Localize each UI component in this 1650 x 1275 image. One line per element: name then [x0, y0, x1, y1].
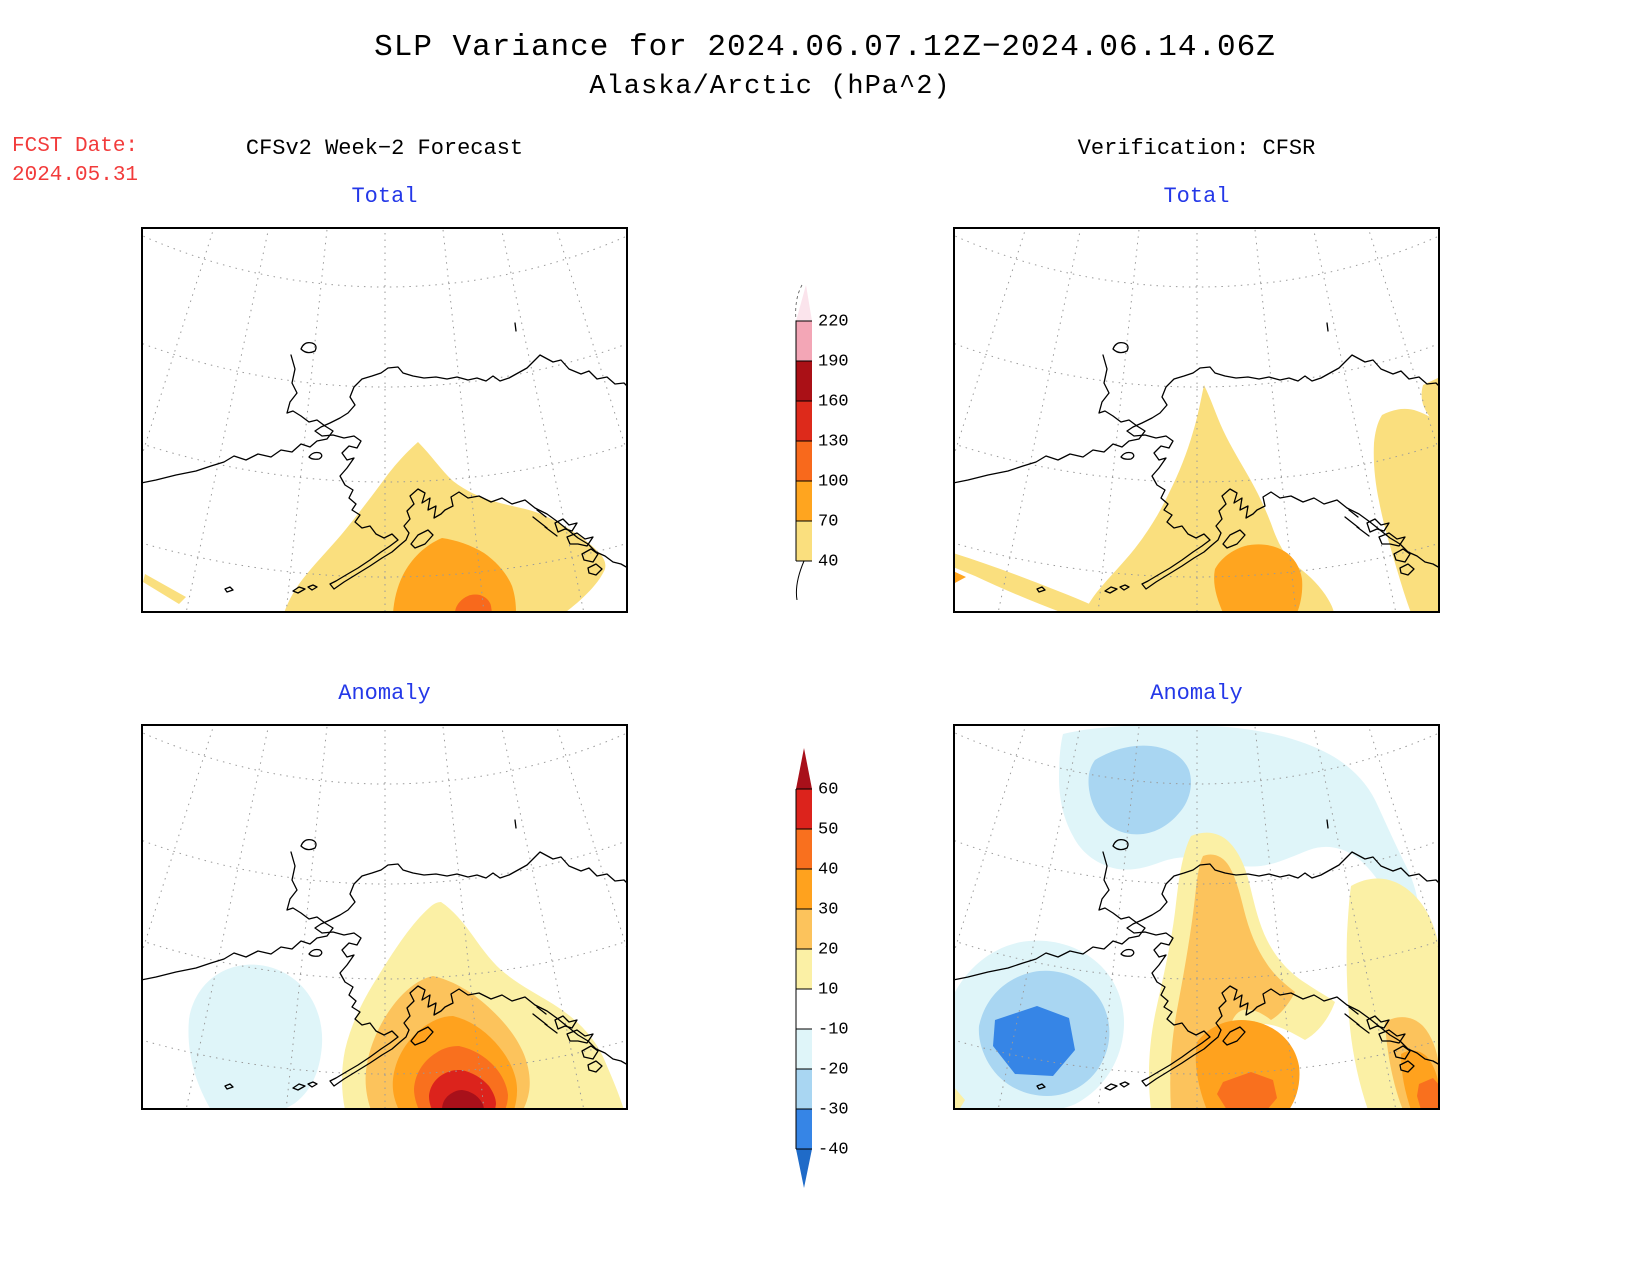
figure-title: SLP Variance for 2024.06.07.12Z−2024.06.… [374, 30, 1276, 65]
colorbar-segment-30-40 [796, 869, 812, 909]
panel-title-forecast-anomaly: Anomaly [338, 681, 431, 706]
contour-total-40-northeast-wedge [1421, 377, 1440, 430]
forecast-date-block: FCST Date: 2024.05.31 [12, 132, 138, 190]
colorbar-segment-neg20-neg10 [796, 1029, 812, 1069]
contours-forecast-total [143, 442, 606, 613]
colorbar-segment-40-50 [796, 829, 812, 869]
colorbar-segment-50-60 [796, 789, 812, 829]
map-forecast-anomaly [141, 724, 628, 1110]
colorbar-tick-label: 40 [818, 552, 838, 571]
map-forecast-total [141, 227, 628, 613]
contour-total-70 [393, 538, 516, 613]
colorbar-segment-70-100 [796, 481, 812, 521]
contour-anom-neg10 [188, 964, 323, 1110]
colorbar-tick-label: 130 [818, 432, 849, 451]
colorbar-tick-label: 50 [818, 820, 838, 839]
contours-verification-total [953, 377, 1440, 613]
colorbar-top-curve [795, 284, 803, 322]
colorbar-total-cap-above-220 [796, 285, 812, 321]
contour-anom-40-kodiak [1217, 1072, 1277, 1110]
colorbar-ticks [795, 788, 812, 1150]
contour-anom-40-panhandle [1417, 1078, 1440, 1110]
colorbar-segment-130-160 [796, 401, 812, 441]
colorbar-segment-neg10-10 [796, 989, 812, 1029]
colorbar-tick-label: 100 [818, 472, 849, 491]
colorbar-tick-label: 70 [818, 512, 838, 531]
colorbar-segment-10-20 [796, 949, 812, 989]
colorbar-segment-neg40-neg30 [796, 1109, 812, 1149]
column-header-forecast: CFSv2 Week−2 Forecast [245, 136, 524, 161]
colorbar-tick-label: 220 [818, 312, 849, 331]
colorbar-tick-label: 190 [818, 352, 849, 371]
panel-title-verification-anomaly: Anomaly [1150, 681, 1243, 706]
contour-total-40-southeast [1373, 408, 1440, 613]
colorbar-tick-label: 160 [818, 392, 849, 411]
colorbar-total: 220 190 160 130 100 70 40 [795, 284, 849, 600]
panel-border [141, 227, 628, 613]
contours-forecast-anomaly [188, 902, 624, 1110]
colorbar-segment-neg30-neg20 [796, 1069, 812, 1109]
colorbar-tick-label: 10 [818, 980, 838, 999]
contour-anom-60 [442, 1090, 484, 1110]
colorbar-segment-190-220 [796, 321, 812, 361]
contours-verification-anomaly [953, 724, 1440, 1110]
colorbar-tick-label: -20 [818, 1060, 849, 1079]
colorbar-segment-40-70 [796, 521, 812, 561]
colorbar-tick-label: 60 [818, 780, 838, 799]
contour-total-40 [284, 442, 606, 613]
colorbar-tick-label: 30 [818, 900, 838, 919]
forecast-date-value: 2024.05.31 [12, 164, 139, 187]
colorbar-segment-100-130 [796, 441, 812, 481]
colorbar-anom-cap-above-60 [796, 748, 812, 789]
map-verification-total [953, 227, 1440, 613]
panel-title-verification-total: Total [1163, 184, 1230, 209]
colorbar-anomaly: 60 50 40 30 20 10 -10 -20 -30 -40 [795, 748, 849, 1188]
contour-anom-neg20-arctic [1088, 745, 1191, 835]
colorbar-tick-label: -30 [818, 1100, 849, 1119]
contour-total-40-sliver [143, 574, 186, 604]
panel-border [953, 227, 1440, 613]
contour-total-70-left-edge [953, 571, 966, 584]
colorbar-segment-20-30 [796, 909, 812, 949]
colorbar-segment-160-190 [796, 361, 812, 401]
colorbar-bottom-curve [795, 560, 805, 600]
column-header-verification: Verification: CFSR [1077, 136, 1316, 161]
contour-total-40-aleutian [953, 553, 1094, 613]
panel-border [953, 724, 1440, 1110]
contour-total-70-peninsula [1214, 544, 1303, 613]
colorbar-tick-label: 20 [818, 940, 838, 959]
colorbar-tick-label: -40 [818, 1140, 849, 1159]
colorbar-tick-label: -10 [818, 1020, 849, 1039]
colorbar-tick-label: 40 [818, 860, 838, 879]
colorbar-anom-cap-below-neg40 [796, 1149, 812, 1188]
contour-anom-neg30-bering [993, 1006, 1075, 1076]
map-verification-anomaly [953, 724, 1440, 1110]
contour-anom-10-left-wedge [953, 1086, 965, 1110]
figure-subtitle: Alaska/Arctic (hPa^2) [589, 72, 951, 102]
forecast-date-label: FCST Date: [12, 135, 139, 158]
panel-title-forecast-total: Total [351, 184, 418, 209]
panel-border [141, 724, 628, 1110]
